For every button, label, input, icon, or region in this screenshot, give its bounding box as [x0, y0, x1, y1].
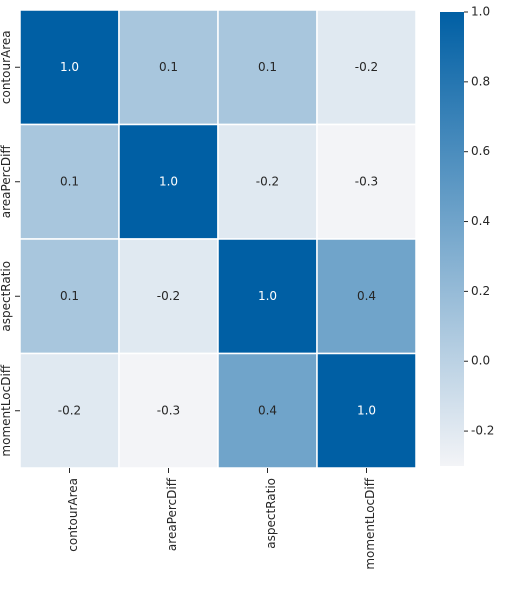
heatmap-cell — [118, 9, 219, 126]
heatmap-cell — [316, 352, 417, 469]
y-tick-label: contourArea — [0, 30, 13, 104]
cell-label: 0.4 — [357, 289, 376, 303]
cell-label: 0.1 — [60, 289, 79, 303]
cell-label: 0.1 — [258, 60, 277, 74]
colorbar-tick-label: 0.0 — [471, 354, 490, 368]
heatmap-cell — [118, 123, 219, 240]
cell-label: 0.1 — [159, 60, 178, 74]
cell-label: -0.2 — [355, 60, 378, 74]
y-tick-label: momentLocDiff — [0, 364, 13, 456]
x-tick-label: areaPercDiff — [165, 477, 179, 551]
cell-label: 1.0 — [357, 403, 376, 417]
y-tick-label: aspectRatio — [0, 261, 13, 332]
colorbar-tick-label: 0.2 — [471, 284, 490, 298]
cell-label: 1.0 — [159, 174, 178, 188]
colorbar-tick-label: 0.8 — [471, 74, 490, 88]
cell-label: 1.0 — [258, 289, 277, 303]
heatmap-cell — [118, 352, 219, 469]
heatmap-cell — [118, 238, 219, 355]
colorbar-tick-label: -0.2 — [471, 424, 494, 438]
heatmap-cell — [316, 123, 417, 240]
y-tick-label: areaPercDiff — [0, 144, 13, 218]
x-tick-label: aspectRatio — [264, 478, 278, 549]
cell-label: -0.2 — [256, 174, 279, 188]
x-tick-label: contourArea — [66, 478, 80, 552]
cell-label: -0.2 — [58, 403, 81, 417]
cell-label: 0.1 — [60, 174, 79, 188]
heatmap-cell — [19, 9, 120, 126]
colorbar-tick-label: 0.6 — [471, 144, 490, 158]
colorbar-tick-label: 1.0 — [471, 5, 490, 19]
cell-label: 1.0 — [60, 60, 79, 74]
heatmap-cell — [316, 238, 417, 355]
cell-label: 0.4 — [258, 403, 277, 417]
cell-label: -0.2 — [157, 289, 180, 303]
colorbar — [440, 12, 464, 466]
colorbar-tick-label: 0.4 — [471, 214, 490, 228]
x-tick-label: momentLocDiff — [363, 477, 377, 569]
cell-label: -0.3 — [157, 403, 180, 417]
cell-label: -0.3 — [355, 174, 378, 188]
heatmap-cell — [217, 9, 318, 126]
heatmap-cell — [316, 9, 417, 126]
